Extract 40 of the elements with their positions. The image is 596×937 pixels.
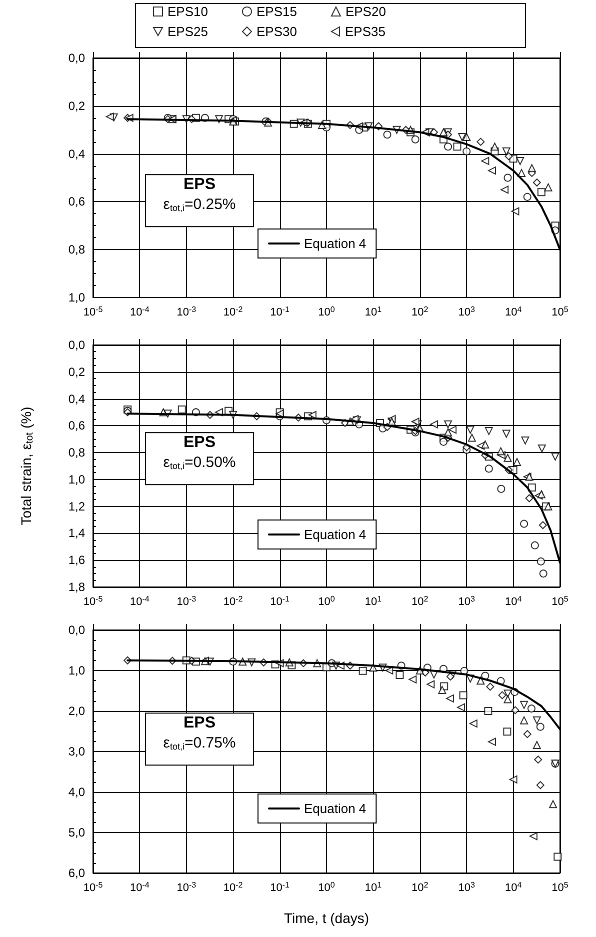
annotation: εtot,i=0.50% (163, 454, 236, 472)
x-axis-title: Time, t (days) (284, 910, 370, 926)
y-tick-label: 0,4 (68, 146, 86, 161)
y-tick-label: 1,0 (68, 664, 86, 678)
y-tick-label: 5,0 (68, 826, 86, 840)
y-tick-label: 0,0 (68, 623, 86, 637)
y-tick-label: 0,2 (68, 98, 86, 113)
y-tick-label: 0,2 (68, 364, 86, 379)
y-tick-label: 1,2 (68, 499, 86, 514)
y-tick-label: 1,8 (68, 580, 86, 594)
annotation: EPS (183, 714, 216, 732)
legend-label: EPS35 (344, 24, 386, 39)
legend-label: Equation 4 (304, 236, 366, 251)
y-tick-label: 0,8 (68, 242, 86, 257)
annotation: εtot,i=0.25% (163, 196, 236, 214)
y-tick-label: 1,4 (68, 526, 86, 540)
y-tick-label: 0,0 (68, 338, 86, 352)
annotation: εtot,i=0.75% (163, 734, 236, 752)
y-tick-label: 1,6 (68, 553, 86, 568)
y-tick-label: 1,0 (68, 290, 86, 304)
y-tick-label: 0,6 (68, 418, 86, 433)
y-tick-label: 0,4 (68, 392, 86, 406)
y-tick-label: 0,8 (68, 446, 86, 460)
y-tick-label: 1,0 (68, 472, 86, 486)
y-tick-label: 4,0 (68, 785, 86, 799)
y-tick-label: 3,0 (68, 744, 86, 758)
annotation: EPS (183, 176, 216, 194)
legend-label: EPS10 (168, 4, 208, 19)
annotation: EPS (183, 434, 216, 452)
legend-label: EPS30 (256, 24, 297, 39)
legend-label: EPS25 (168, 24, 208, 39)
y-tick-label: 6,0 (68, 866, 86, 880)
legend-label: EPS20 (345, 4, 386, 19)
y-tick-label: 0,0 (68, 51, 86, 65)
legend-label: Equation 4 (304, 527, 366, 542)
legend-label: EPS15 (256, 4, 297, 19)
y-tick-label: 2,0 (68, 704, 86, 718)
y-axis-title: Total strain, εtot (%) (18, 406, 36, 526)
y-tick-label: 0,6 (68, 194, 86, 209)
legend-label: Equation 4 (304, 801, 366, 816)
